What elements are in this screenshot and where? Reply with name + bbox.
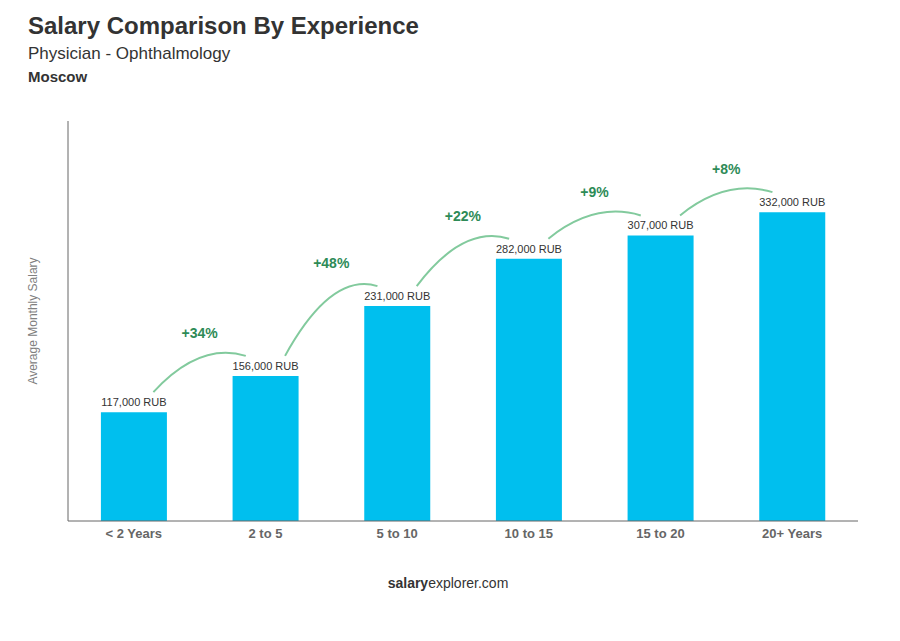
svg-text:+8%: +8%	[712, 161, 741, 177]
svg-text:117,000 RUB: 117,000 RUB	[101, 396, 166, 408]
svg-text:+48%: +48%	[313, 255, 350, 271]
svg-text:+22%: +22%	[445, 208, 482, 224]
svg-text:+9%: +9%	[580, 184, 609, 200]
html-text:Physician - Ophthalmology: Physician - Ophthalmology	[28, 44, 231, 63]
html-text:Salary Comparison By Experienc: Salary Comparison By Experience	[28, 12, 419, 39]
svg-text:5 to 10: 5 to 10	[377, 526, 418, 541]
svg-text:+34%: +34%	[181, 325, 218, 341]
svg-text:332,000 RUB: 332,000 RUB	[759, 196, 825, 208]
svg-text:< 2 Years: < 2 Years	[106, 526, 163, 541]
svg-text:20+ Years: 20+ Years	[762, 526, 822, 541]
svg-text:156,000 RUB: 156,000 RUB	[233, 360, 299, 372]
svg-text:231,000 RUB: 231,000 RUB	[364, 290, 430, 302]
svg-text:282,000 RUB: 282,000 RUB	[496, 243, 562, 255]
html-text:salary explorer.com: salary explorer.com	[387, 575, 509, 591]
svg-text:2 to 5: 2 to 5	[249, 526, 283, 541]
svg-text:15 to 20: 15 to 20	[636, 526, 684, 541]
svg-text:Average Monthly Salary: Average Monthly Salary	[26, 257, 40, 384]
svg-text:307,000 RUB: 307,000 RUB	[628, 219, 694, 231]
svg-text:10 to 15: 10 to 15	[505, 526, 553, 541]
html-text:Moscow: Moscow	[28, 68, 88, 85]
